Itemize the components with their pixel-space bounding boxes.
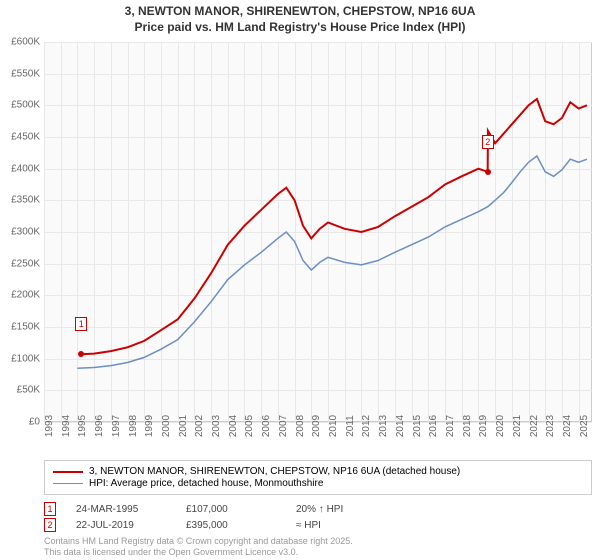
x-tick-label: 2013: [378, 415, 389, 437]
legend-item: 3, NEWTON MANOR, SHIRENEWTON, CHEPSTOW, …: [53, 466, 583, 477]
y-tick-label: £400K: [11, 163, 40, 174]
y-tick-label: £200K: [11, 290, 40, 301]
y-axis: £0£50K£100K£150K£200K£250K£300K£350K£400…: [0, 42, 44, 422]
transaction-marker: 2: [44, 518, 56, 532]
x-tick-label: 2024: [562, 415, 573, 437]
x-tick-label: 2009: [311, 415, 322, 437]
x-tick-label: 2004: [228, 415, 239, 437]
x-tick-label: 2003: [211, 415, 222, 437]
y-tick-label: £100K: [11, 353, 40, 364]
chart-container: 3, NEWTON MANOR, SHIRENEWTON, CHEPSTOW, …: [0, 0, 600, 560]
x-tick-label: 1995: [77, 415, 88, 437]
x-tick-label: 2019: [478, 415, 489, 437]
transaction-price: £107,000: [186, 504, 276, 515]
y-tick-label: £550K: [11, 68, 40, 79]
x-tick-label: 1994: [61, 415, 72, 437]
y-tick-label: £600K: [11, 37, 40, 48]
marker-dot-2: [485, 169, 491, 175]
transaction-delta: ≈ HPI: [296, 520, 386, 531]
transaction-marker: 1: [44, 502, 56, 516]
x-tick-label: 2001: [178, 415, 189, 437]
x-tick-label: 2021: [512, 415, 523, 437]
x-tick-label: 1996: [94, 415, 105, 437]
x-tick-label: 2007: [278, 415, 289, 437]
y-tick-label: £450K: [11, 132, 40, 143]
legend-item: HPI: Average price, detached house, Monm…: [53, 478, 583, 489]
x-axis: 1993199419951996199719981999200020012002…: [44, 422, 592, 462]
x-tick-label: 2011: [345, 415, 356, 437]
x-tick-label: 2000: [161, 415, 172, 437]
x-tick-label: 2006: [261, 415, 272, 437]
legend-label: 3, NEWTON MANOR, SHIRENEWTON, CHEPSTOW, …: [89, 466, 460, 477]
transaction-date: 22-JUL-2019: [76, 520, 166, 531]
transaction-row: 2 22-JUL-2019 £395,000 ≈ HPI: [44, 518, 592, 532]
legend: 3, NEWTON MANOR, SHIRENEWTON, CHEPSTOW, …: [44, 460, 592, 495]
attribution: Contains HM Land Registry data © Crown c…: [44, 536, 353, 558]
marker-box-1: 1: [75, 317, 87, 331]
markers-layer: 12: [44, 42, 592, 422]
y-tick-label: £0: [29, 417, 40, 428]
x-tick-label: 2010: [328, 415, 339, 437]
y-tick-label: £150K: [11, 322, 40, 333]
legend-swatch: [53, 471, 83, 473]
y-tick-label: £50K: [17, 385, 40, 396]
attribution-line-1: Contains HM Land Registry data © Crown c…: [44, 536, 353, 547]
x-tick-label: 2014: [395, 415, 406, 437]
x-tick-label: 1998: [128, 415, 139, 437]
transaction-delta: 20% ↑ HPI: [296, 504, 386, 515]
x-tick-label: 2025: [579, 415, 590, 437]
attribution-line-2: This data is licensed under the Open Gov…: [44, 547, 353, 558]
title-line-1: 3, NEWTON MANOR, SHIRENEWTON, CHEPSTOW, …: [0, 4, 600, 20]
x-tick-label: 1997: [111, 415, 122, 437]
plot-area: 12: [44, 42, 592, 422]
x-tick-label: 2016: [428, 415, 439, 437]
x-tick-label: 2008: [295, 415, 306, 437]
x-tick-label: 2022: [529, 415, 540, 437]
transaction-price: £395,000: [186, 520, 276, 531]
marker-box-2: 2: [482, 135, 494, 149]
x-tick-label: 2005: [244, 415, 255, 437]
x-tick-label: 2012: [361, 415, 372, 437]
x-tick-label: 2017: [445, 415, 456, 437]
legend-label: HPI: Average price, detached house, Monm…: [89, 478, 323, 489]
y-tick-label: £250K: [11, 258, 40, 269]
title-line-2: Price paid vs. HM Land Registry's House …: [0, 20, 600, 36]
x-tick-label: 2015: [412, 415, 423, 437]
x-tick-label: 2020: [495, 415, 506, 437]
transaction-row: 1 24-MAR-1995 £107,000 20% ↑ HPI: [44, 502, 592, 516]
x-tick-label: 2023: [545, 415, 556, 437]
y-tick-label: £500K: [11, 100, 40, 111]
transaction-date: 24-MAR-1995: [76, 504, 166, 515]
x-tick-label: 2002: [194, 415, 205, 437]
x-tick-label: 1999: [144, 415, 155, 437]
marker-dot-1: [78, 351, 84, 357]
y-tick-label: £300K: [11, 227, 40, 238]
transaction-footer: 1 24-MAR-1995 £107,000 20% ↑ HPI 2 22-JUL-201…: [44, 500, 592, 534]
legend-swatch: [53, 483, 83, 485]
x-tick-label: 2018: [462, 415, 473, 437]
chart-title: 3, NEWTON MANOR, SHIRENEWTON, CHEPSTOW, …: [0, 0, 600, 35]
y-tick-label: £350K: [11, 195, 40, 206]
x-tick-label: 1993: [44, 415, 55, 437]
